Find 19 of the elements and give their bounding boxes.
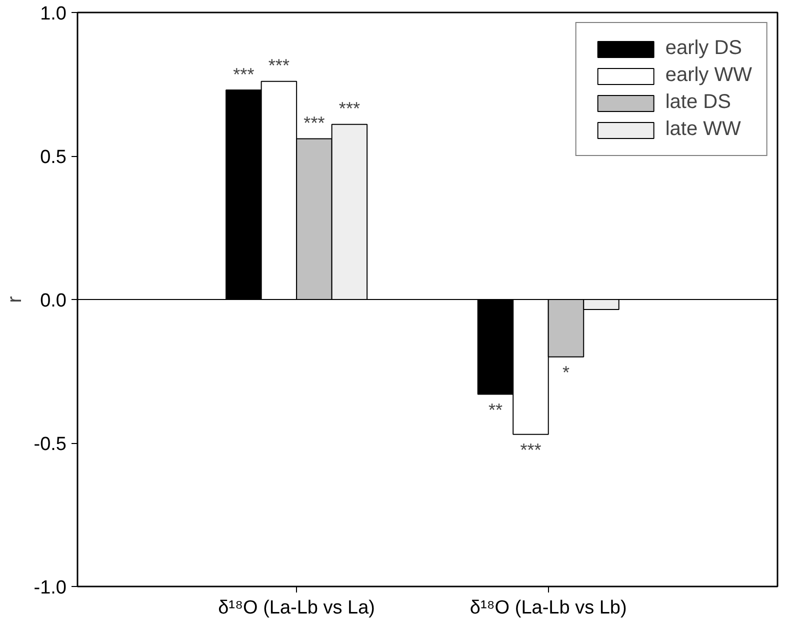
x-tick-label: δ¹⁸O (La-Lb vs Lb) xyxy=(470,598,627,618)
data-label: * xyxy=(562,362,570,383)
data-label: *** xyxy=(268,56,290,76)
x-tick-label: δ¹⁸O (La-Lb vs La) xyxy=(218,598,376,618)
legend-label: early DS xyxy=(665,37,742,60)
data-label: ** xyxy=(488,400,502,420)
y-tick-label: -1.0 xyxy=(34,578,67,598)
y-tick-label: 1.0 xyxy=(40,4,67,24)
data-label: *** xyxy=(304,113,325,134)
data-label: *** xyxy=(233,64,254,84)
legend-label: late DS xyxy=(665,91,731,114)
data-label: *** xyxy=(338,98,360,119)
legend-label: late WW xyxy=(665,118,741,141)
data-label: *** xyxy=(520,440,542,460)
legend-label: early WW xyxy=(665,64,752,87)
y-tick-label: 0.5 xyxy=(40,147,67,168)
y-axis-title: r xyxy=(4,296,26,303)
y-tick-label: -0.5 xyxy=(34,434,67,455)
y-tick-label: 0.0 xyxy=(40,290,67,312)
